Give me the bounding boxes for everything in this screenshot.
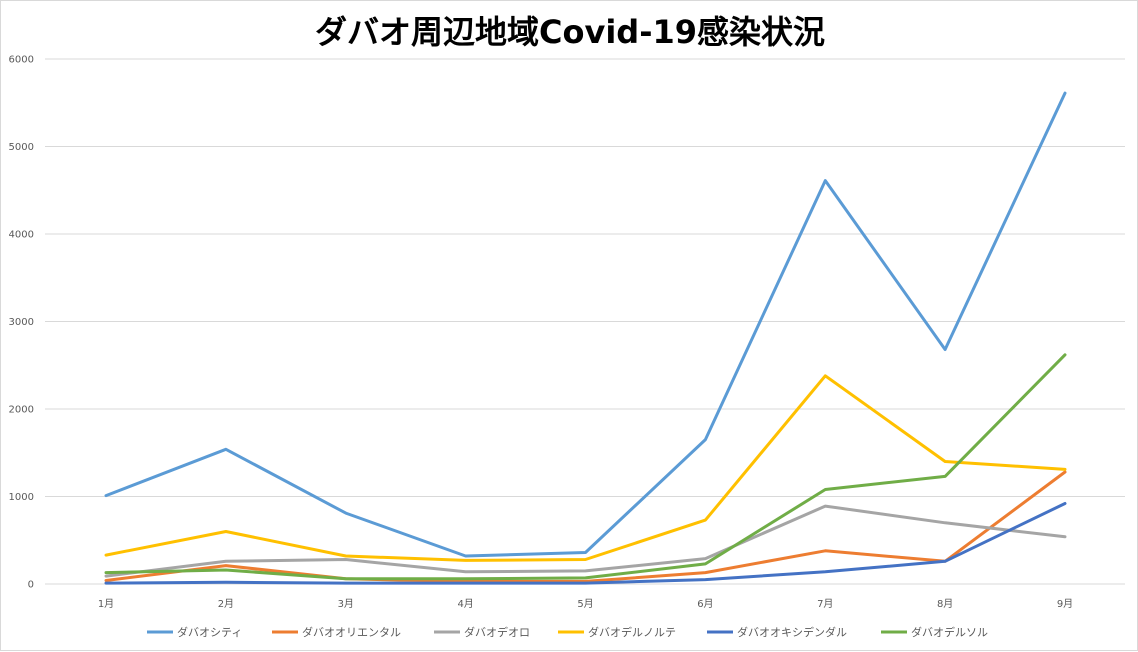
- x-tick-label: 2月: [218, 598, 234, 610]
- legend-item: ダバオデルソル: [881, 625, 988, 639]
- series-lines: [104, 91, 1067, 585]
- legend-label: ダバオデルソル: [911, 625, 988, 639]
- series-line: [104, 353, 1067, 581]
- legend-label: ダバオデルノルテ: [588, 625, 676, 639]
- y-tick-label: 6000: [9, 55, 34, 66]
- legend-item: ダバオデルノルテ: [558, 625, 676, 639]
- y-tick-label: 1000: [9, 492, 34, 503]
- y-axis-ticks: 0 1000 2000 3000 4000 5000 6000: [9, 55, 34, 591]
- x-tick-label: 8月: [937, 598, 953, 610]
- legend-label: ダバオデオロ: [464, 625, 530, 639]
- x-tick-label: 4月: [457, 598, 473, 610]
- series-line: [104, 470, 1067, 583]
- legend-label: ダバオオリエンタル: [302, 625, 401, 639]
- x-tick-label: 1月: [98, 598, 114, 610]
- series-line: [104, 374, 1067, 562]
- y-tick-label: 4000: [9, 230, 34, 241]
- x-tick-label: 6月: [697, 598, 713, 610]
- x-tick-label: 9月: [1057, 598, 1073, 610]
- x-axis-ticks: 1月 2月 3月 4月 5月 6月 7月 8月 9月: [98, 598, 1073, 610]
- gridlines: [45, 58, 1125, 585]
- x-tick-label: 7月: [817, 598, 833, 610]
- legend-item: ダバオオキシデンダル: [707, 625, 847, 639]
- x-tick-label: 5月: [577, 598, 593, 610]
- x-tick-label: 3月: [338, 598, 354, 610]
- y-tick-label: 3000: [9, 317, 34, 328]
- legend-item: ダバオデオロ: [434, 625, 530, 639]
- series-line: [104, 91, 1067, 558]
- legend-item: ダバオオリエンタル: [272, 625, 401, 639]
- y-tick-label: 0: [28, 580, 34, 591]
- legend: ダバオシティ ダバオオリエンタル ダバオデオロ ダバオデルノルテ ダバオオキシデンダル ダ…: [147, 625, 988, 639]
- series-line: [104, 504, 1067, 578]
- y-tick-label: 5000: [9, 142, 34, 153]
- legend-label: ダバオシティ: [177, 625, 242, 639]
- legend-item: ダバオシティ: [147, 625, 242, 639]
- y-tick-label: 2000: [9, 405, 34, 416]
- chart-title: ダバオ周辺地域Covid-19感染状況: [314, 13, 826, 51]
- legend-label: ダバオオキシデンダル: [737, 625, 847, 639]
- series-line: [104, 502, 1067, 585]
